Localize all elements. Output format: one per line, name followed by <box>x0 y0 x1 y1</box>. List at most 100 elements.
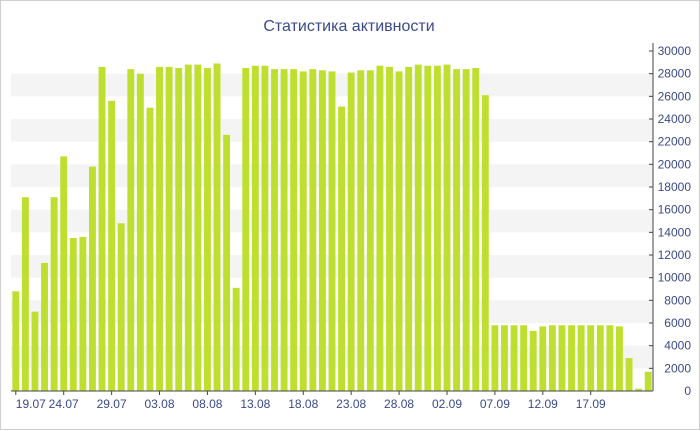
x-tick-label: 19.07 <box>16 397 46 411</box>
bar-15.09 <box>568 325 576 391</box>
x-tick-label: 18.08 <box>288 397 318 411</box>
bar-14.09 <box>558 325 566 391</box>
bar-06.09 <box>481 95 489 391</box>
y-tick-label: 22000 <box>658 135 692 149</box>
y-tick-label: 14000 <box>658 225 692 239</box>
y-tick-label: 4000 <box>664 339 691 353</box>
bar-11.09 <box>529 330 537 391</box>
bar-10.08 <box>223 134 231 391</box>
bar-13.09 <box>548 325 556 391</box>
bar-16.08 <box>280 69 288 391</box>
bar-10.09 <box>520 325 528 391</box>
bar-19.07 <box>12 291 20 391</box>
x-tick-label: 07.09 <box>480 397 510 411</box>
y-tick-label: 0 <box>684 384 691 398</box>
bar-22.08 <box>338 106 346 392</box>
y-tick-label: 2000 <box>664 361 691 375</box>
x-ticks: 19.07 24.07 29.07 03.08 08.08 13.08 18.08 23.08… <box>15 391 606 411</box>
y-tick-label: 10000 <box>658 271 692 285</box>
bar-20.07 <box>21 197 29 391</box>
bar-21.08 <box>328 71 336 392</box>
bar-03.08 <box>156 66 163 391</box>
x-tick-label: 13.08 <box>240 397 270 411</box>
y-ticks: 0 2000 4000 6000 8000 10000 12000 14000 16000 180… <box>649 44 691 398</box>
bar-31.08 <box>424 65 432 391</box>
bar-02.08 <box>146 107 154 392</box>
bar-07.08 <box>194 64 202 391</box>
y-tick-label: 20000 <box>658 157 692 171</box>
y-tick-label: 18000 <box>658 180 692 194</box>
bar-20.08 <box>318 70 326 392</box>
y-tick-label: 28000 <box>658 67 692 81</box>
bar-28.08 <box>395 71 403 392</box>
bar-30.08 <box>414 64 422 391</box>
bar-09.08 <box>213 63 221 391</box>
bar-26.07 <box>79 236 87 391</box>
y-tick-label: 12000 <box>658 248 692 262</box>
y-tick-label: 24000 <box>658 112 692 126</box>
bar-29.07 <box>108 100 116 391</box>
bar-08.08 <box>203 68 211 391</box>
bar-20.09 <box>616 326 623 391</box>
x-tick-label: 28.08 <box>384 397 414 411</box>
bar-17.08 <box>290 69 298 391</box>
bar-29.08 <box>405 66 413 391</box>
y-tick-label: 6000 <box>664 316 691 330</box>
bar-05.08 <box>175 68 183 391</box>
x-tick-label: 23.08 <box>336 397 366 411</box>
bar-01.09 <box>433 65 441 391</box>
bar-01.08 <box>136 73 144 392</box>
x-tick-label: 12.09 <box>528 397 558 411</box>
bar-28.07 <box>98 66 106 391</box>
bar-24.07 <box>60 156 68 391</box>
bar-05.09 <box>472 68 480 391</box>
bar-12.08 <box>242 68 250 391</box>
bar-19.08 <box>309 69 317 391</box>
bar-31.07 <box>127 69 135 391</box>
bar-15.08 <box>271 69 278 391</box>
bar-11.08 <box>232 287 240 391</box>
bar-26.08 <box>376 65 384 391</box>
y-tick-label: 8000 <box>664 293 691 307</box>
chart-title: Статистика активности <box>263 18 434 35</box>
bar-13.08 <box>251 65 259 391</box>
bar-17.09 <box>587 325 595 391</box>
bar-25.08 <box>366 70 374 392</box>
x-tick-label: 29.07 <box>97 397 127 411</box>
y-tick-label: 26000 <box>658 89 692 103</box>
bar-21.07 <box>31 311 39 391</box>
bar-19.09 <box>606 325 614 391</box>
bar-18.09 <box>596 325 604 391</box>
x-tick-label: 17.09 <box>576 397 606 411</box>
y-tick-label: 16000 <box>658 203 692 217</box>
bar-27.07 <box>88 166 96 391</box>
bar-09.09 <box>510 325 518 391</box>
x-tick-label: 24.07 <box>49 397 79 411</box>
bars <box>12 63 652 392</box>
bar-08.09 <box>501 325 508 391</box>
bar-23.09 <box>644 371 652 391</box>
bar-23.08 <box>347 72 355 392</box>
bar-07.09 <box>491 325 499 391</box>
bar-24.08 <box>357 70 365 392</box>
bar-12.09 <box>539 326 547 391</box>
axes <box>11 43 654 392</box>
bar-18.08 <box>299 71 307 392</box>
x-tick-label: 08.08 <box>192 397 222 411</box>
bar-03.09 <box>453 69 461 391</box>
bar-16.09 <box>577 325 585 391</box>
bar-30.07 <box>117 223 125 391</box>
bar-23.07 <box>50 197 58 391</box>
bar-14.08 <box>261 65 269 391</box>
x-tick-label: 02.09 <box>432 397 462 411</box>
bar-06.08 <box>184 64 192 391</box>
bar-22.09 <box>635 388 643 391</box>
bar-04.09 <box>462 69 470 391</box>
bar-22.07 <box>41 262 48 391</box>
bar-27.08 <box>386 66 393 391</box>
bar-25.07 <box>69 238 77 391</box>
bar-21.09 <box>625 358 633 391</box>
bar-04.08 <box>165 66 173 391</box>
